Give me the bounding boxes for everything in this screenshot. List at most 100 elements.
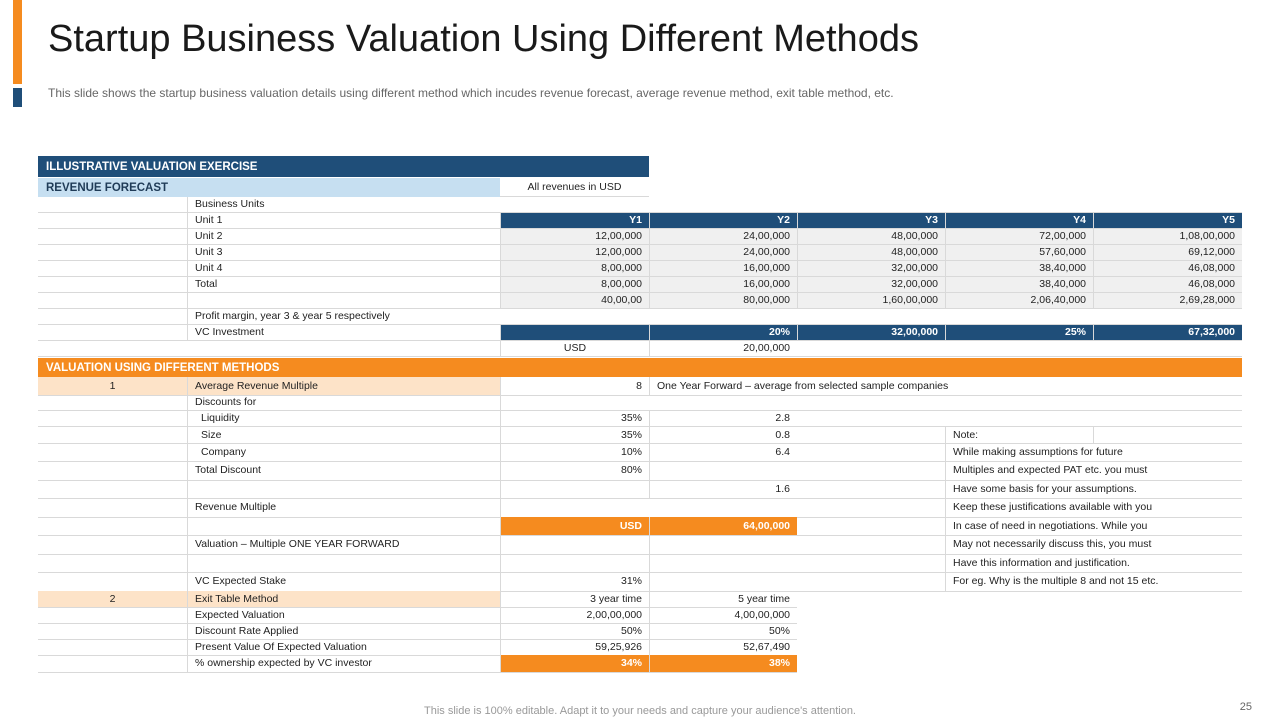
accent-square — [13, 88, 22, 107]
vc-currency: USD — [500, 341, 649, 356]
note-line: Have this information and justification. — [945, 554, 1242, 572]
method-label: Average Revenue Multiple — [187, 377, 500, 395]
row-label: Unit 4 — [187, 261, 500, 276]
note-line: May not necessarily discuss this, you mu… — [945, 535, 1242, 554]
discount-value: 0.8 — [649, 427, 797, 443]
method-number: 1 — [38, 377, 187, 395]
cell: 16,00,000 — [649, 277, 797, 292]
cell: 32,00,000 — [797, 277, 945, 292]
table-row: Total Discount 80% Multiples and expecte… — [38, 461, 1242, 481]
exit-col-header: 5 year time — [649, 591, 797, 607]
ownership-a: 34% — [500, 655, 649, 672]
row-label: Present Value Of Expected Valuation — [187, 639, 500, 655]
cell: 69,12,000 — [1093, 245, 1242, 260]
cell — [187, 517, 500, 535]
table-row: Revenue Multiple Keep these justificatio… — [38, 498, 1242, 518]
ownership-b: 38% — [649, 655, 797, 672]
cell — [649, 572, 797, 591]
table-row: Unit 4 8,00,000 16,00,000 32,00,000 38,4… — [38, 261, 1242, 277]
cell: 2,06,40,000 — [945, 293, 1093, 308]
cell — [500, 480, 649, 498]
cell: 1,08,00,000 — [1093, 229, 1242, 244]
cell — [1093, 427, 1242, 443]
discount-label: Company — [187, 443, 500, 461]
table-row: USD 20,00,000 — [38, 341, 1242, 357]
table-row: VC Expected Stake 31% For eg. Why is the… — [38, 572, 1242, 592]
table-row: Unit 1 Y1 Y2 Y3 Y4 Y5 — [38, 213, 1242, 229]
note-line: For eg. Why is the multiple 8 and not 15… — [945, 572, 1242, 591]
year-header: Y1 — [500, 213, 649, 228]
method-1-row: 1 Average Revenue Multiple 8 One Year Fo… — [38, 377, 1242, 396]
multiple-note: One Year Forward – average from selected… — [649, 377, 1242, 395]
revenue-note: All revenues in USD — [500, 178, 649, 197]
stake-label: VC Expected Stake — [187, 572, 500, 591]
row-label: Total — [187, 277, 500, 292]
discount-pct: 35% — [500, 427, 649, 443]
net-multiple: 1.6 — [649, 480, 797, 498]
cell — [500, 498, 649, 517]
result-value: 64,00,000 — [649, 517, 797, 535]
year-header: Y2 — [649, 213, 797, 228]
profit-margin-label: Profit margin, year 3 & year 5 respectiv… — [187, 309, 500, 324]
table-row: Present Value Of Expected Valuation 59,2… — [38, 639, 797, 656]
valuation-label: Valuation – Multiple ONE YEAR FORWARD — [187, 535, 500, 554]
cell: 50% — [649, 623, 797, 639]
note-line: Have some basis for your assumptions. — [945, 480, 1242, 498]
table-row: Have this information and justification. — [38, 554, 1242, 573]
accent-bar — [13, 0, 22, 84]
total-row: 40,00,00 80,00,000 1,60,00,000 2,06,40,0… — [38, 293, 1242, 309]
table-row: Unit 2 12,00,000 24,00,000 48,00,000 72,… — [38, 229, 1242, 245]
year-header: Y4 — [945, 213, 1093, 228]
cell — [500, 395, 649, 410]
revenue-forecast-band: REVENUE FORECAST — [38, 178, 500, 197]
exit-col-header: 3 year time — [500, 591, 649, 607]
cell: 12,00,000 — [500, 229, 649, 244]
vc-amount: 20,00,000 — [649, 341, 797, 356]
slide-title: Startup Business Valuation Using Differe… — [48, 18, 919, 60]
cell: 8,00,000 — [500, 261, 649, 276]
row-label — [187, 293, 500, 308]
cell: 40,00,00 — [500, 293, 649, 308]
methods-title-band: VALUATION USING DIFFERENT METHODS — [38, 358, 1242, 377]
exercise-title-band: ILLUSTRATIVE VALUATION EXERCISE — [38, 156, 649, 177]
cell: 46,08,000 — [1093, 277, 1242, 292]
table-row: Company 10% 6.4 While making assumptions… — [38, 443, 1242, 462]
multiple-value: 8 — [500, 377, 649, 395]
method-number: 2 — [38, 591, 187, 607]
table-row: Expected Valuation 2,00,00,000 4,00,00,0… — [38, 607, 797, 624]
cell — [649, 461, 797, 480]
cell: 80,00,000 — [649, 293, 797, 308]
cell — [649, 554, 797, 572]
note-line: While making assumptions for future — [945, 443, 1242, 461]
cell: 67,32,000 — [1093, 325, 1242, 340]
row-label: Unit 2 — [187, 229, 500, 244]
discount-label: Liquidity — [187, 411, 500, 426]
cell: 24,00,000 — [649, 245, 797, 260]
discount-pct: 10% — [500, 443, 649, 461]
method-label: Exit Table Method — [187, 591, 500, 607]
cell: 32,00,000 — [797, 325, 945, 340]
result-currency: USD — [500, 517, 649, 535]
table-row: 1.6 Have some basis for your assumptions… — [38, 480, 1242, 499]
cell: 25% — [945, 325, 1093, 340]
discount-pct: 35% — [500, 411, 649, 426]
cell: 48,00,000 — [797, 229, 945, 244]
cell: 38,40,000 — [945, 277, 1093, 292]
table-row: Discounts for — [38, 395, 1242, 411]
cell: 46,08,000 — [1093, 261, 1242, 276]
cell: 20% — [649, 325, 797, 340]
cell: 1,60,00,000 — [797, 293, 945, 308]
cell: 24,00,000 — [649, 229, 797, 244]
table-row: Discount Rate Applied 50% 50% — [38, 623, 797, 640]
table-row: Unit 3 12,00,000 24,00,000 48,00,000 57,… — [38, 245, 1242, 261]
cell: 38,40,000 — [945, 261, 1093, 276]
cell: 32,00,000 — [797, 261, 945, 276]
cell: 72,00,000 — [945, 229, 1093, 244]
cell: 2,00,00,000 — [500, 607, 649, 623]
discount-value: 6.4 — [649, 443, 797, 461]
table-row: Profit margin, year 3 & year 5 respectiv… — [38, 309, 1242, 325]
cell — [187, 480, 500, 498]
revenue-multiple-label: Revenue Multiple — [187, 498, 500, 517]
discount-value: 2.8 — [649, 411, 797, 426]
page-number: 25 — [1239, 701, 1252, 713]
